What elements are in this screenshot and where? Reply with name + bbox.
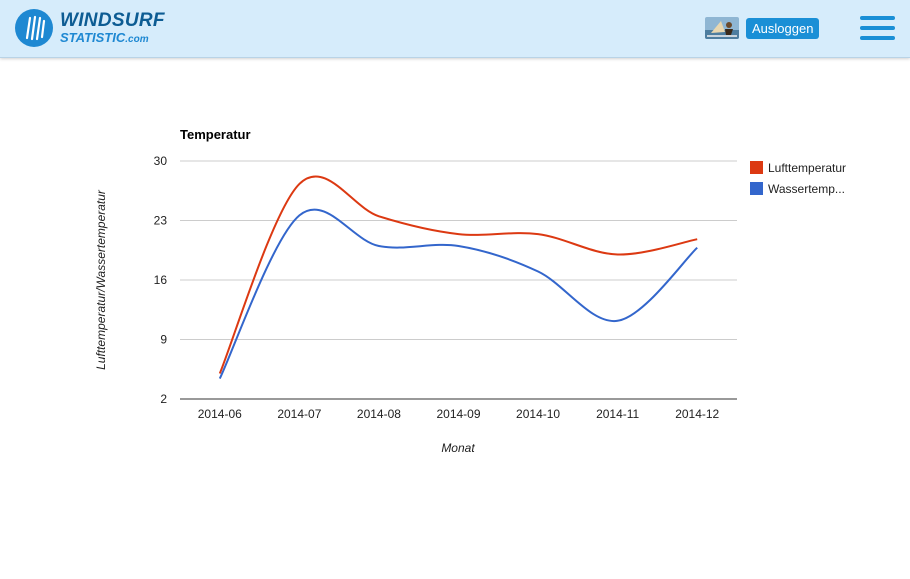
data-point[interactable] [536,269,541,274]
logout-button[interactable]: Ausloggen [746,18,820,39]
x-axis-label: Monat [441,441,475,455]
hamburger-menu-icon[interactable] [860,16,895,40]
legend-label[interactable]: Lufttemperatur [768,161,846,175]
data-point[interactable] [217,376,222,381]
x-tick-label: 2014-09 [436,407,480,421]
y-tick-label: 9 [160,333,167,347]
chart-title: Temperatur [180,127,251,142]
data-point[interactable] [615,318,620,323]
top-header: WINDSURF STATISTIC.com Ausloggen [0,0,910,58]
data-point[interactable] [536,232,541,237]
y-tick-label: 30 [154,154,168,168]
data-point[interactable] [456,244,461,249]
data-point[interactable] [615,252,620,257]
x-tick-label: 2014-12 [675,407,719,421]
site-logo[interactable]: WINDSURF STATISTIC.com [14,8,165,48]
windsurf-logo-icon [15,9,53,47]
y-tick-label: 16 [154,273,168,287]
chart-legend: Lufttemperatur Wassertemp... [750,161,846,196]
y-axis-ticks: 30 23 16 9 2 [154,154,168,406]
y-tick-label: 23 [154,214,168,228]
menu-bar-top [860,16,895,20]
chart-container: Temperatur 30 23 16 9 2 2014-06 2014-07 2014-0… [0,58,910,574]
data-point[interactable] [456,232,461,237]
logo-subtitle-suffix: .com [125,34,149,45]
data-point[interactable] [695,237,700,242]
logo-subtitle: STATISTIC.com [60,31,165,45]
x-tick-label: 2014-10 [516,407,560,421]
y-tick-label: 2 [160,392,167,406]
chart-gridlines [180,160,737,400]
menu-bar-middle [860,26,895,30]
y-axis-label: Lufttemperatur/Wassertemperatur [94,189,108,370]
x-tick-label: 2014-11 [596,407,639,421]
x-tick-label: 2014-07 [277,407,321,421]
x-tick-label: 2014-08 [357,407,401,421]
data-point[interactable] [376,214,381,219]
x-axis-ticks: 2014-06 2014-07 2014-08 2014-09 2014-10 2014-… [198,407,720,421]
series-line-lufttemperatur[interactable] [218,175,698,374]
logo-subtitle-main: STATISTIC [60,30,126,45]
legend-swatch [750,161,763,174]
series-line-wassertemperatur[interactable] [218,208,698,380]
x-tick-label: 2014-06 [198,407,242,421]
data-point[interactable] [376,244,381,249]
logo-title: WINDSURF [60,10,165,31]
menu-bar-bottom [860,36,895,40]
data-point[interactable] [297,213,302,218]
user-avatar-icon[interactable] [705,17,739,39]
legend-label[interactable]: Wassertemp... [768,182,845,196]
data-point[interactable] [695,245,700,250]
legend-swatch [750,182,763,195]
chart-series-lines [217,175,700,381]
data-point[interactable] [297,181,302,186]
